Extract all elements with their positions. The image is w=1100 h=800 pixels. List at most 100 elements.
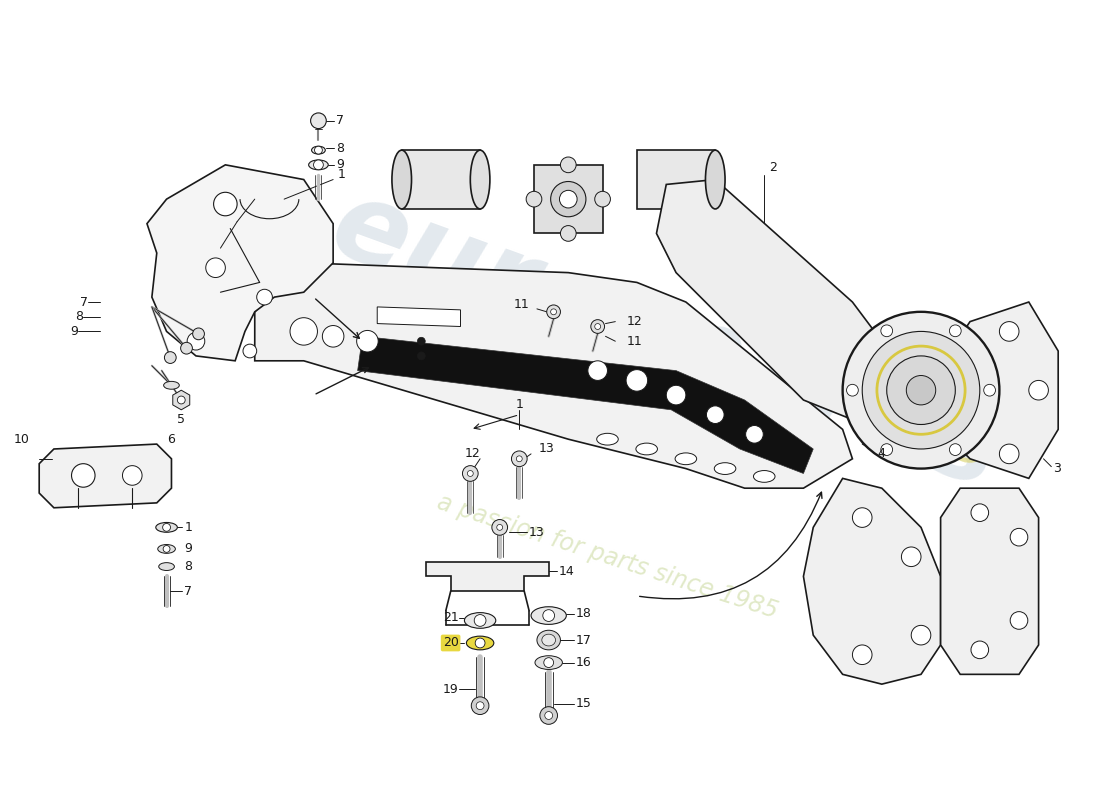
Text: 1985: 1985 [842, 378, 1001, 482]
Circle shape [881, 325, 892, 337]
Circle shape [983, 384, 996, 396]
Circle shape [746, 426, 763, 443]
Text: 2: 2 [769, 162, 777, 174]
Circle shape [475, 638, 485, 648]
Ellipse shape [675, 453, 696, 465]
Ellipse shape [531, 606, 566, 624]
Circle shape [356, 330, 378, 352]
Circle shape [1010, 528, 1027, 546]
Text: 9: 9 [337, 158, 344, 171]
Circle shape [497, 525, 503, 530]
Text: a passion for parts since 1985: a passion for parts since 1985 [434, 490, 781, 623]
Circle shape [706, 406, 724, 423]
Text: 21: 21 [443, 611, 459, 624]
Text: 14: 14 [559, 565, 574, 578]
Circle shape [512, 451, 527, 466]
Text: 1: 1 [338, 168, 345, 181]
Circle shape [177, 396, 185, 404]
Circle shape [468, 470, 473, 477]
Circle shape [971, 641, 989, 658]
Ellipse shape [636, 443, 658, 455]
Polygon shape [534, 165, 603, 234]
Text: 1: 1 [184, 521, 192, 534]
Circle shape [595, 191, 610, 207]
Circle shape [667, 386, 686, 405]
Text: 18: 18 [576, 607, 592, 620]
Circle shape [949, 325, 961, 337]
Circle shape [587, 361, 607, 381]
Circle shape [417, 352, 426, 360]
Text: 6: 6 [167, 433, 175, 446]
Circle shape [595, 323, 601, 330]
Circle shape [1000, 444, 1019, 464]
Ellipse shape [164, 382, 179, 390]
Circle shape [911, 626, 931, 645]
Text: 9: 9 [70, 325, 78, 338]
Ellipse shape [542, 634, 556, 646]
Circle shape [180, 342, 192, 354]
Polygon shape [940, 488, 1038, 674]
Circle shape [462, 466, 478, 482]
Circle shape [163, 523, 170, 531]
Circle shape [542, 610, 554, 622]
Circle shape [591, 320, 605, 334]
Text: 4: 4 [877, 447, 884, 460]
Circle shape [1000, 322, 1019, 342]
Circle shape [540, 706, 558, 724]
Ellipse shape [156, 522, 177, 532]
Text: 7: 7 [80, 295, 88, 309]
Circle shape [516, 456, 522, 462]
Text: 12: 12 [627, 315, 642, 328]
Text: 11: 11 [627, 334, 642, 348]
Text: 1: 1 [516, 398, 524, 411]
Circle shape [547, 305, 560, 318]
Circle shape [901, 547, 921, 566]
Circle shape [560, 226, 576, 242]
Text: 7: 7 [184, 585, 192, 598]
Circle shape [310, 113, 327, 129]
Text: 19: 19 [443, 682, 459, 695]
Circle shape [543, 658, 553, 667]
Ellipse shape [157, 545, 175, 554]
Circle shape [290, 318, 318, 345]
Circle shape [492, 519, 507, 535]
Circle shape [187, 332, 205, 350]
Circle shape [164, 352, 176, 363]
Text: 3: 3 [1054, 462, 1062, 475]
Circle shape [551, 182, 586, 217]
Circle shape [243, 344, 256, 358]
Text: 8: 8 [75, 310, 84, 323]
Circle shape [560, 190, 578, 208]
Polygon shape [358, 336, 813, 474]
Ellipse shape [464, 613, 496, 628]
Circle shape [206, 258, 225, 278]
Ellipse shape [466, 636, 494, 650]
Polygon shape [402, 150, 480, 209]
Circle shape [474, 614, 486, 626]
Circle shape [544, 711, 552, 719]
Circle shape [847, 384, 858, 396]
Text: 9: 9 [184, 542, 192, 555]
Polygon shape [147, 165, 333, 361]
Text: 8: 8 [184, 560, 192, 573]
Text: 17: 17 [576, 634, 592, 646]
Circle shape [192, 328, 205, 340]
Text: 11: 11 [514, 298, 529, 311]
Circle shape [887, 356, 955, 425]
Text: 16: 16 [576, 656, 592, 669]
Polygon shape [255, 263, 853, 488]
Text: 13: 13 [529, 526, 544, 538]
Circle shape [626, 370, 648, 391]
Polygon shape [637, 150, 715, 209]
Circle shape [314, 160, 323, 170]
Ellipse shape [705, 150, 725, 209]
Circle shape [476, 702, 484, 710]
Circle shape [852, 645, 872, 665]
Circle shape [949, 444, 961, 455]
Circle shape [72, 464, 95, 487]
Circle shape [852, 508, 872, 527]
Circle shape [163, 546, 170, 552]
Ellipse shape [537, 630, 560, 650]
Circle shape [471, 697, 488, 714]
Polygon shape [657, 179, 882, 419]
